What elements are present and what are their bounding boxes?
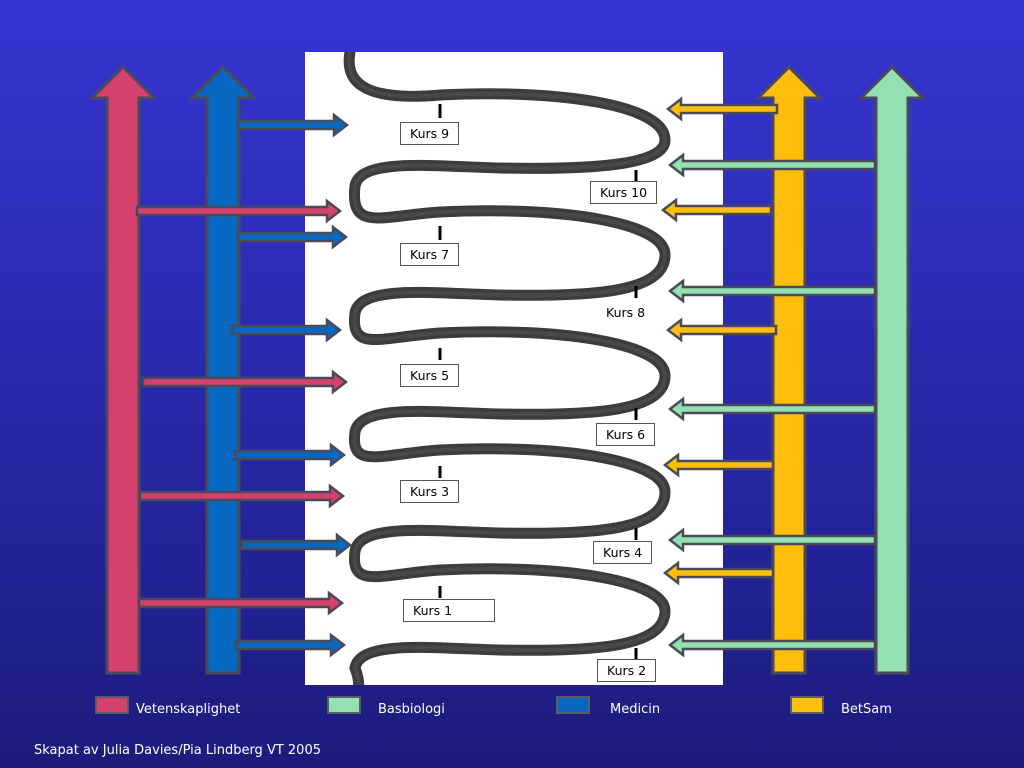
- kurs-1-label: Kurs 1: [403, 599, 495, 622]
- legend-swatch-medicin: [556, 696, 590, 714]
- betsam-input-arrow: [662, 560, 775, 586]
- kurs-2-label: Kurs 2: [597, 659, 657, 682]
- vetenskaplighet-input-arrow: [135, 198, 343, 224]
- subject-inputs: [135, 96, 877, 658]
- kurs-9-label: Kurs 9: [400, 122, 460, 145]
- medicin-input-arrow: [240, 532, 353, 558]
- basbiologi-input-arrow: [667, 527, 877, 553]
- coil-path-highlight: [347, 52, 668, 685]
- vetenskaplighet-input-arrow: [138, 483, 346, 509]
- vetenskaplighet-input-arrow: [141, 369, 349, 395]
- legend-label-medicin: Medicin: [610, 702, 661, 717]
- medicin-stream-arrow: [188, 64, 258, 675]
- medicin-input-arrow: [233, 442, 347, 468]
- basbiologi-input-arrow: [667, 278, 877, 304]
- legend-swatch-vetenskaplighet: [95, 696, 129, 714]
- medicin-input-arrow: [236, 224, 349, 250]
- spiral-coil: [343, 52, 671, 685]
- subject-streams: [88, 64, 927, 675]
- kurs-10-label: Kurs 10: [590, 181, 658, 204]
- kurs-7-label: Kurs 7: [400, 243, 460, 266]
- legend-label-basbiologi: Basbiologi: [378, 702, 445, 717]
- legend-swatch-basbiologi: [327, 696, 361, 714]
- kurs-4-label: Kurs 4: [593, 541, 653, 564]
- medicin-input-arrow: [234, 632, 347, 658]
- kurs-5-label: Kurs 5: [400, 364, 460, 387]
- vetenskaplighet-stream-arrow: [88, 64, 158, 675]
- basbiologi-input-arrow: [667, 152, 877, 178]
- betsam-input-arrow: [665, 96, 779, 122]
- legend-label-betsam: BetSam: [841, 702, 892, 717]
- coil-ticks: [438, 104, 638, 660]
- legend-label-vetenskaplighet: Vetenskaplighet: [136, 702, 241, 717]
- footer-credit: Skapat av Julia Davies/Pia Lindberg VT 2…: [34, 743, 321, 758]
- medicin-input-arrow: [236, 112, 350, 138]
- basbiologi-stream-arrow: [857, 64, 927, 675]
- betsam-input-arrow: [662, 452, 775, 478]
- legend-swatch-betsam: [790, 696, 824, 714]
- betsam-stream-arrow: [754, 64, 824, 675]
- basbiologi-input-arrow: [667, 396, 877, 422]
- betsam-input-arrow: [660, 197, 773, 223]
- basbiologi-input-arrow: [667, 632, 877, 658]
- kurs-3-label: Kurs 3: [400, 480, 460, 503]
- kurs-8-label: Kurs 8: [606, 305, 646, 320]
- medicin-input-arrow: [230, 317, 343, 343]
- betsam-input-arrow: [665, 317, 778, 343]
- vetenskaplighet-input-arrow: [137, 590, 345, 616]
- kurs-6-label: Kurs 6: [596, 423, 656, 446]
